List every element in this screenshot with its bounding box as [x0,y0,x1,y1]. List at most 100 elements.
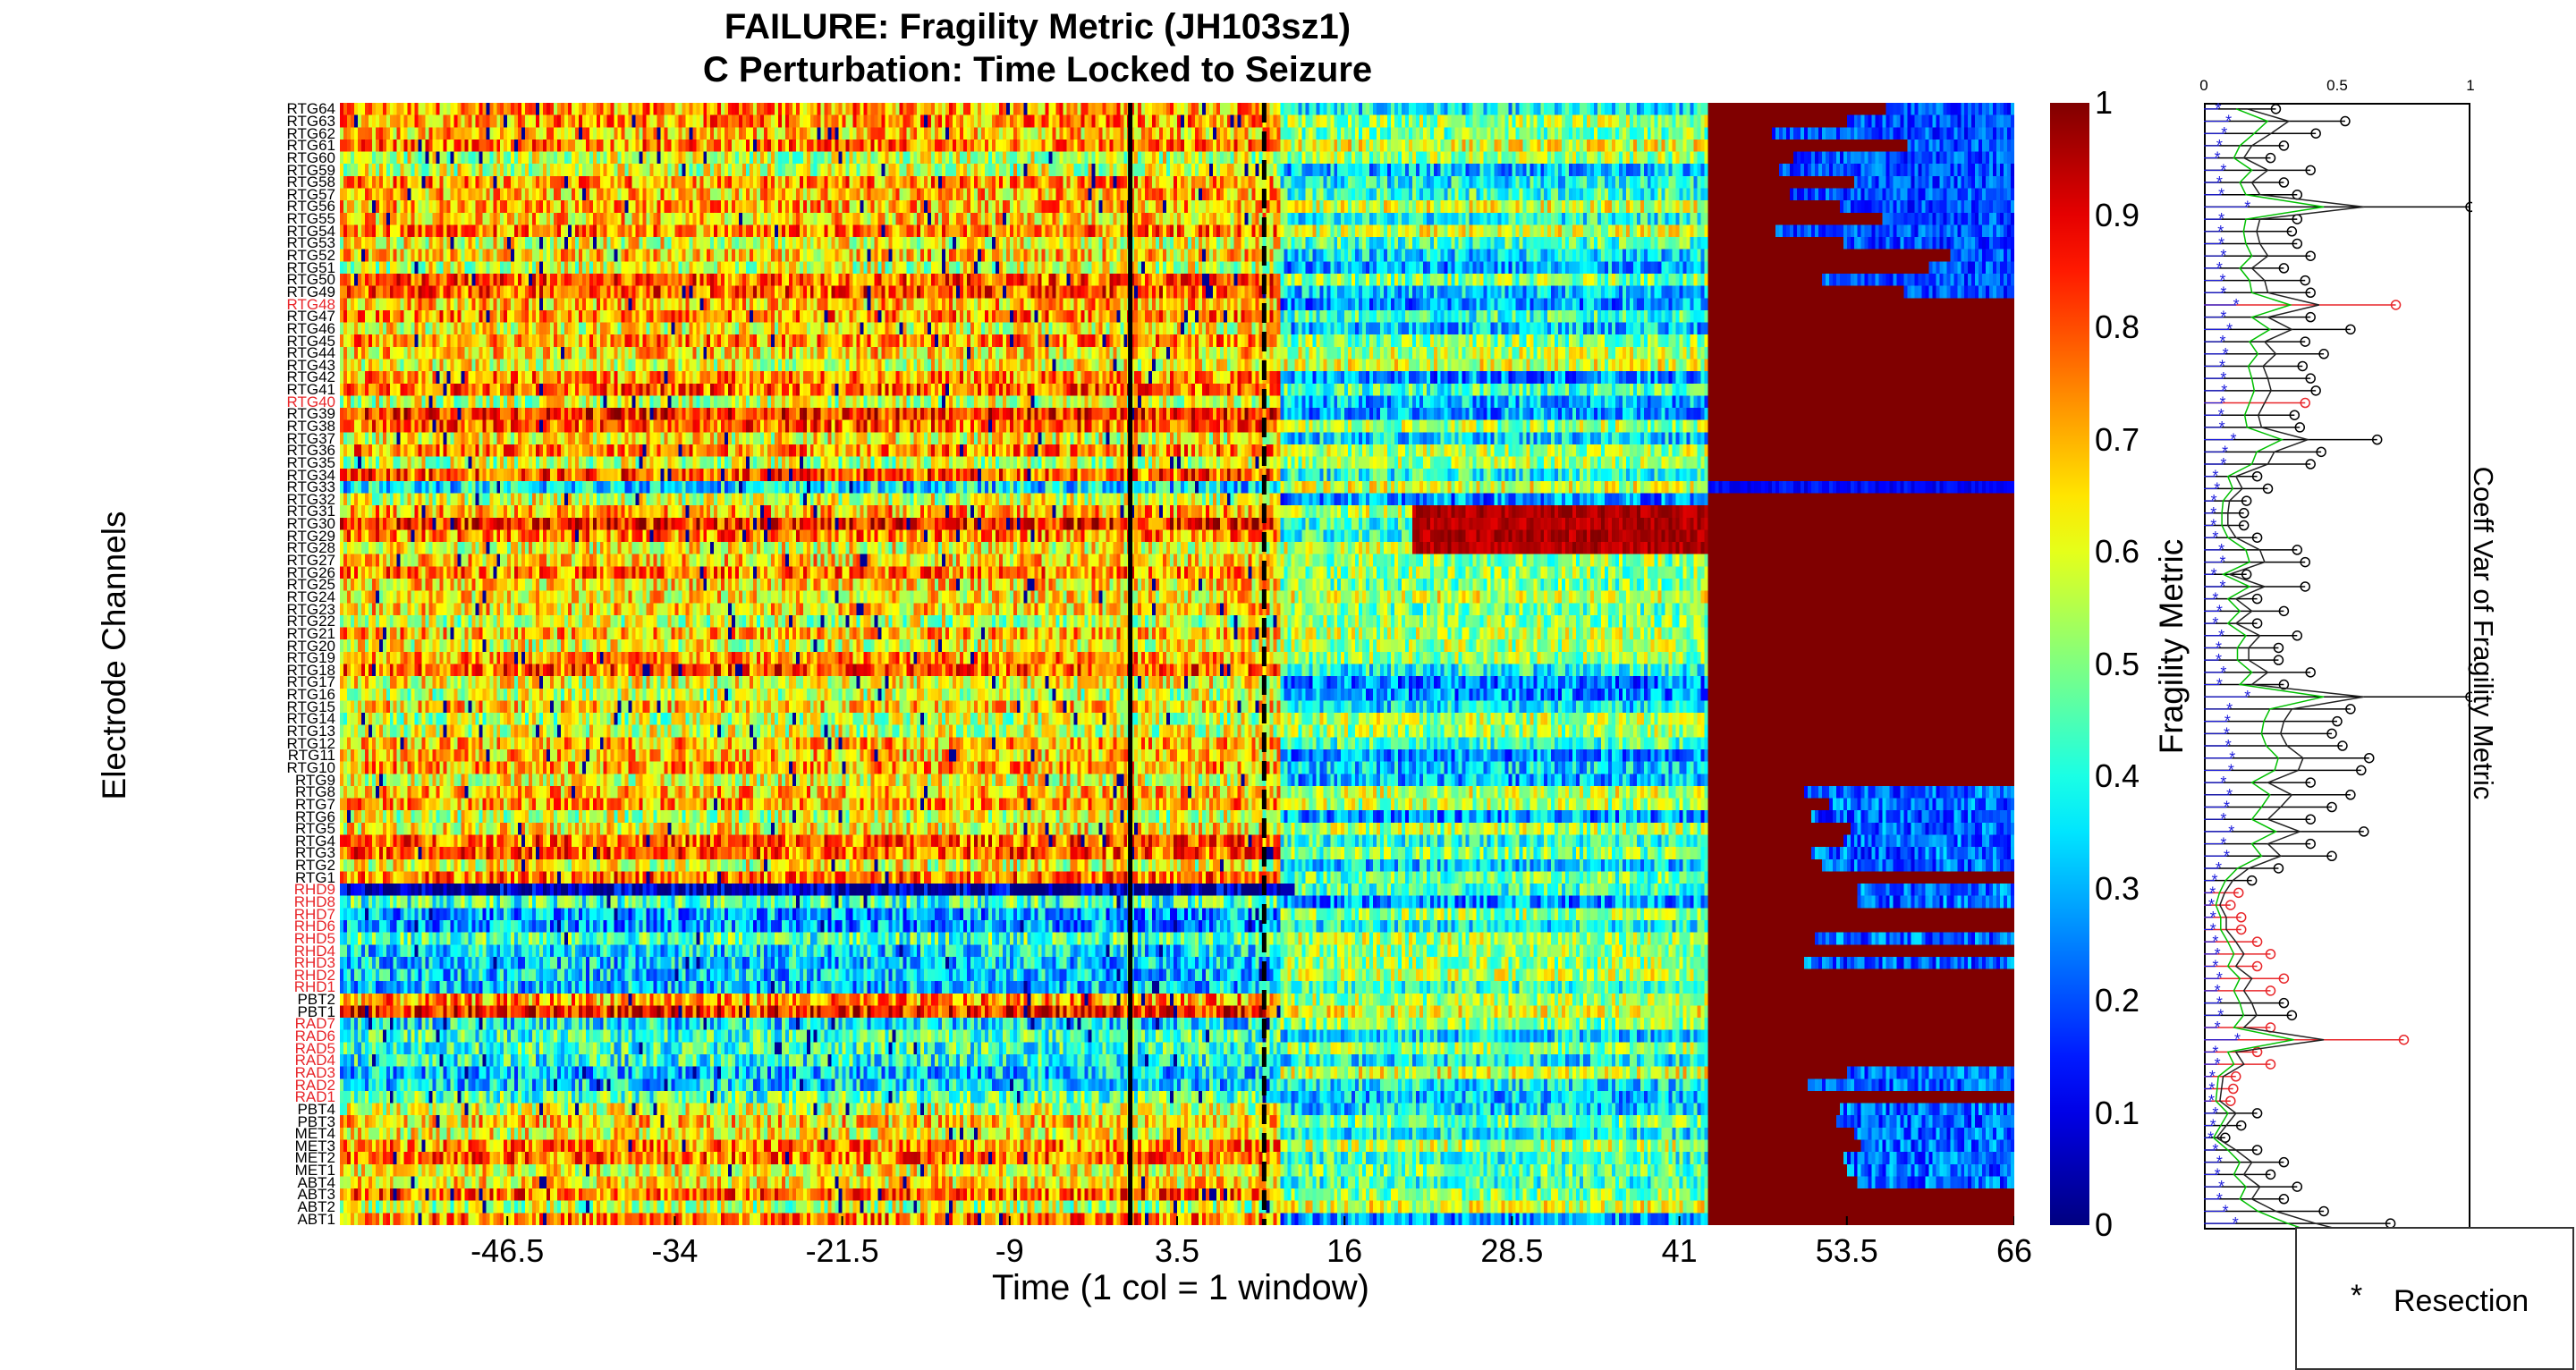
x-tick-label: -34 [651,1232,699,1269]
cv-blue-star: * [2209,1068,2216,1086]
colorbar-label: Fragility Metric [2153,538,2190,755]
cv-blue-star: * [2218,210,2224,228]
cv-blue-star: * [2229,749,2235,767]
cv-blue-star: * [2226,320,2233,338]
colorbar-tick-label: 0.1 [2095,1094,2140,1131]
cv-blue-star: * [2244,1227,2250,1230]
channel-label: RTG44 [286,344,336,362]
cv-blue-star: * [2208,896,2215,914]
cv-point [2326,801,2337,813]
cv-blue-star: * [2222,443,2228,461]
cv-point [2246,875,2258,886]
cv-blue-star: * [2223,1202,2229,1220]
cv-blue-star: * [2233,296,2240,314]
cv-blue-star: * [2218,1178,2224,1196]
channel-label: RTG22 [286,613,336,630]
cv-point [2238,520,2250,531]
cv-blue-star: * [2217,1006,2224,1024]
cv-point [2235,924,2247,935]
channel-label: RTG59 [286,161,336,179]
channel-label: RTG48 [286,295,336,313]
channel-label: RAD7 [294,1015,335,1033]
legend-marker: * [2351,1279,2363,1313]
channel-label: PBT2 [297,991,335,1009]
cv-blue-star: * [2212,1141,2218,1159]
cv-blue-star: * [2217,223,2224,241]
cv-point [2390,300,2402,310]
cv-point [2300,336,2310,347]
cv-blue-star: * [2208,1092,2215,1110]
channel-label: RTG23 [286,600,336,618]
channel-label: RTG56 [286,198,336,216]
colorbar-tick-label: 0.9 [2095,196,2140,233]
channel-label: RTG42 [286,368,336,386]
cv-point [2251,1108,2263,1119]
cv-blue-star: * [2224,847,2230,865]
channel-label: RTG24 [286,588,336,605]
channel-label: PBT1 [297,1002,335,1020]
channel-label: RTG4 [294,832,335,850]
channel-label: RTG39 [286,405,336,423]
channel-label: RTG29 [286,527,336,545]
cv-blue-star: * [2228,823,2234,841]
cv-point [2305,667,2316,678]
cv-point [2318,349,2329,359]
cv-point [2278,140,2290,151]
cv-point [2278,997,2290,1009]
cv-blue-star: * [2221,382,2227,400]
cv-point [2286,1010,2298,1021]
channel-label: MET3 [294,1137,335,1154]
channel-label: RTG37 [286,429,336,447]
cv-blue-star: * [2218,406,2224,424]
channel-label: RTG63 [286,112,336,130]
cv-point [2345,324,2356,335]
cv-blue-star: * [2211,565,2217,583]
channel-label: RTG16 [286,686,336,704]
cv-point [2278,263,2290,274]
cv-blue-star: * [2219,272,2225,290]
cv-blue-star: * [2216,969,2223,987]
cv-point [2292,1181,2303,1192]
cv-point [2345,704,2356,715]
cv-point [2238,508,2250,519]
cv-point [2310,128,2321,139]
cv-blue-star: * [2228,761,2234,779]
cv-point [2270,104,2282,114]
channel-label: RTG46 [286,319,336,337]
cv-blue-star: * [2216,859,2222,877]
channel-label: ABT2 [297,1198,335,1216]
channel-label: RTG49 [286,283,336,300]
colorbar-tick-label: 0.2 [2095,982,2140,1019]
channel-label: ABT3 [297,1186,335,1204]
cv-blue-star: * [2216,103,2222,118]
cv-point [2251,593,2263,605]
cv-point [2251,470,2263,482]
cv-mean-line [2216,108,2364,1230]
coeff-var-plot: ****************************************… [2204,103,2472,1230]
channel-label: RTG64 [286,100,336,118]
channel-label: RTG38 [286,417,336,435]
cv-point [2345,790,2356,800]
cv-point [2265,985,2276,996]
cv-point [2300,581,2310,592]
channel-label: RTG21 [286,624,336,642]
cv-blue-star: * [2216,1190,2223,1208]
cv-blue-star: * [2208,1080,2215,1098]
x-tick-label: 3.5 [1154,1232,1200,1269]
cv-blue-star: * [2220,664,2226,681]
channel-label: RTG9 [294,771,335,789]
cv-point [2251,936,2263,947]
title-line: FAILURE: Fragility Metric (JH103sz1) [724,7,1352,47]
cv-point [2273,642,2284,654]
cv-point [2398,1034,2410,1045]
cv-blue-star: * [2214,479,2220,497]
cv-blue-star: * [2221,124,2227,142]
cv-blue-star: * [2216,137,2223,155]
channel-label: RHD8 [293,893,335,910]
cv-blue-star: * [2233,1214,2239,1230]
cv-blue-star: * [2231,431,2237,449]
cv-blue-star: * [2215,1165,2221,1183]
heatmap-cells [340,103,2014,1225]
channel-label: RTG26 [286,563,336,581]
channel-label: RTG11 [287,747,335,765]
